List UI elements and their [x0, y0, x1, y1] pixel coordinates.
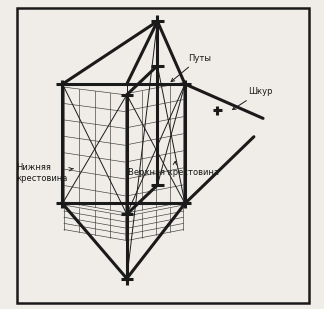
Text: Нижняя
крестовина: Нижняя крестовина [17, 163, 74, 183]
Text: Верхняя крестовина: Верхняя крестовина [128, 161, 219, 177]
Text: Путы: Путы [171, 54, 211, 82]
FancyBboxPatch shape [17, 7, 309, 303]
Text: Шкур: Шкур [233, 87, 272, 109]
